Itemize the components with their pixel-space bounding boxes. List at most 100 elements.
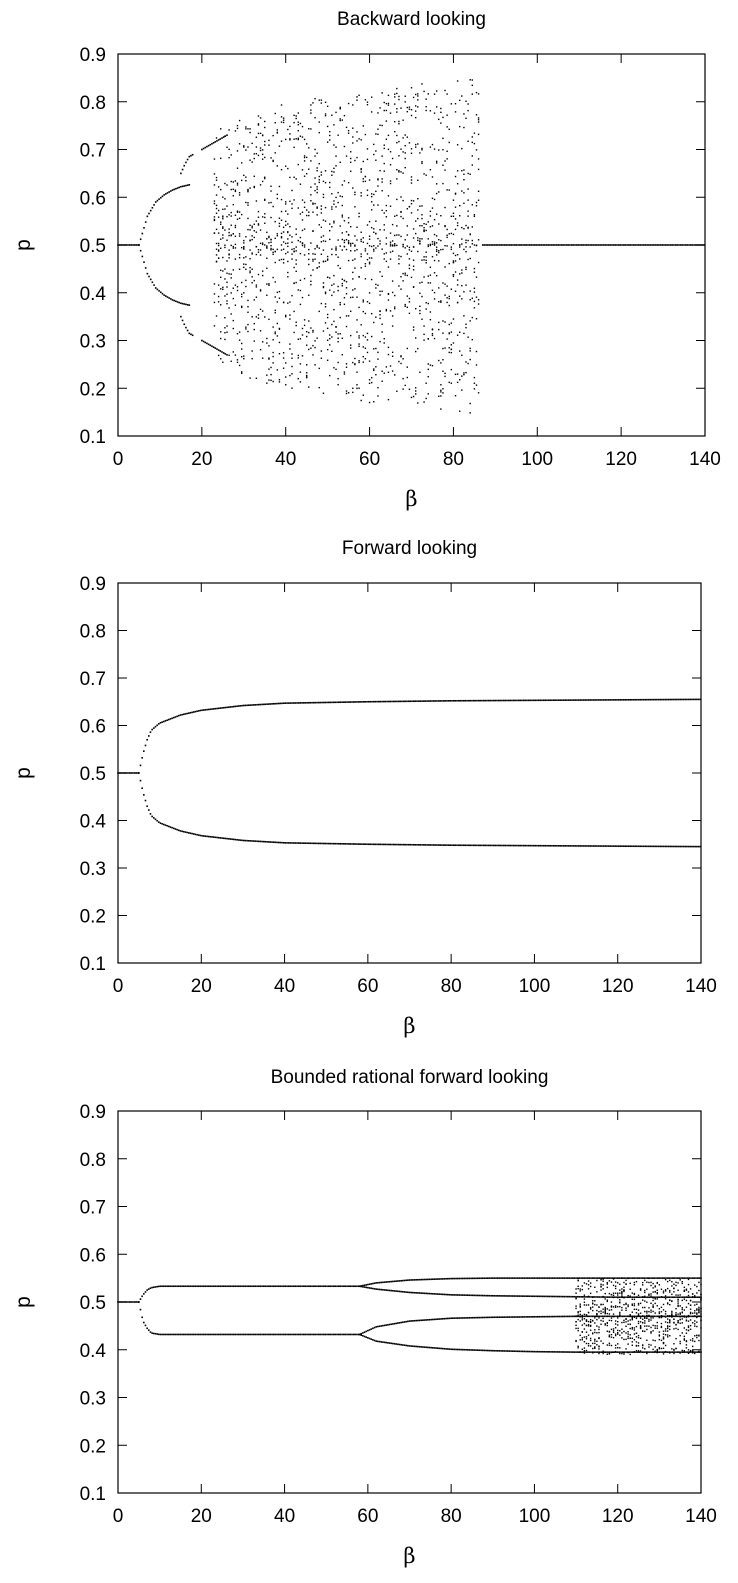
data-point bbox=[446, 338, 448, 340]
data-point bbox=[691, 1338, 694, 1340]
data-point bbox=[324, 114, 327, 117]
data-point bbox=[329, 289, 331, 291]
data-point bbox=[644, 845, 646, 848]
data-point bbox=[217, 186, 220, 188]
data-point bbox=[427, 1278, 429, 1281]
data-point bbox=[425, 109, 427, 112]
data-point bbox=[276, 129, 279, 131]
data-point bbox=[459, 350, 461, 352]
data-point bbox=[421, 149, 423, 151]
data-point bbox=[292, 702, 295, 704]
data-point bbox=[575, 1340, 577, 1343]
data-point bbox=[432, 700, 435, 702]
data-point bbox=[446, 228, 448, 231]
data-point bbox=[627, 1304, 629, 1306]
data-point bbox=[658, 244, 660, 246]
data-point bbox=[631, 1277, 634, 1279]
data-point bbox=[365, 1286, 367, 1289]
data-point bbox=[207, 835, 210, 838]
data-point bbox=[220, 269, 222, 271]
data-point bbox=[387, 398, 390, 401]
data-point bbox=[236, 124, 239, 127]
data-point bbox=[600, 1340, 602, 1342]
data-point bbox=[624, 699, 627, 701]
data-point bbox=[375, 150, 377, 152]
data-point bbox=[506, 1277, 509, 1279]
data-point bbox=[633, 1316, 636, 1318]
data-point bbox=[625, 1277, 627, 1279]
data-point bbox=[689, 1324, 692, 1327]
data-point bbox=[395, 1343, 397, 1345]
data-point bbox=[240, 372, 243, 374]
data-point bbox=[194, 1285, 197, 1288]
data-point bbox=[347, 392, 350, 394]
data-point bbox=[627, 1305, 629, 1308]
data-point bbox=[586, 1351, 589, 1353]
data-point bbox=[396, 134, 398, 137]
data-point bbox=[639, 1302, 642, 1305]
data-point bbox=[357, 843, 360, 845]
data-point bbox=[214, 707, 217, 710]
data-point bbox=[617, 1315, 619, 1318]
data-point bbox=[322, 330, 325, 332]
data-point bbox=[644, 244, 647, 246]
data-point bbox=[320, 212, 323, 214]
data-point bbox=[675, 1294, 677, 1296]
data-point bbox=[292, 1333, 295, 1336]
data-point bbox=[184, 1285, 187, 1288]
y-tick-label: 0.7 bbox=[80, 1198, 106, 1219]
data-point bbox=[688, 1351, 691, 1353]
data-point bbox=[438, 250, 440, 252]
data-point bbox=[577, 1287, 579, 1290]
data-point bbox=[398, 360, 400, 363]
data-point bbox=[643, 1277, 646, 1279]
data-point bbox=[669, 1315, 671, 1317]
data-point bbox=[587, 1295, 590, 1298]
data-point bbox=[187, 832, 190, 834]
data-point bbox=[214, 141, 217, 143]
data-point bbox=[670, 1315, 672, 1318]
data-point bbox=[592, 1333, 594, 1335]
data-point bbox=[285, 242, 287, 245]
x-tick-label: 120 bbox=[602, 976, 634, 997]
data-point bbox=[337, 383, 339, 386]
data-point bbox=[687, 1329, 690, 1332]
data-point bbox=[291, 189, 293, 192]
data-point bbox=[343, 297, 346, 299]
data-point bbox=[637, 698, 640, 701]
data-point bbox=[342, 1333, 345, 1336]
data-point bbox=[448, 1348, 451, 1350]
data-point bbox=[343, 145, 346, 148]
data-point bbox=[178, 186, 181, 189]
data-point bbox=[559, 699, 562, 701]
data-point bbox=[460, 1317, 462, 1319]
data-point bbox=[571, 1295, 574, 1298]
data-point bbox=[608, 1351, 611, 1353]
data-point bbox=[240, 306, 243, 309]
data-point bbox=[698, 1281, 700, 1284]
data-point bbox=[555, 1351, 557, 1353]
data-point bbox=[386, 700, 388, 703]
data-point bbox=[354, 258, 356, 260]
data-point bbox=[406, 253, 409, 255]
data-point bbox=[222, 217, 224, 220]
data-point bbox=[314, 189, 316, 192]
data-point bbox=[627, 244, 630, 246]
data-point bbox=[209, 708, 212, 711]
data-point bbox=[381, 190, 383, 192]
data-point bbox=[627, 1337, 629, 1340]
data-point bbox=[215, 194, 218, 196]
data-point bbox=[583, 1347, 586, 1349]
data-point bbox=[494, 699, 497, 702]
data-point bbox=[585, 244, 588, 246]
data-point bbox=[465, 284, 467, 286]
data-point bbox=[257, 703, 260, 706]
data-point bbox=[125, 772, 128, 774]
data-point bbox=[289, 702, 292, 704]
data-point bbox=[612, 1330, 615, 1332]
data-point bbox=[541, 1277, 544, 1279]
data-point bbox=[633, 1315, 636, 1318]
data-point bbox=[350, 151, 352, 153]
data-point bbox=[570, 1295, 572, 1298]
data-point bbox=[623, 1338, 625, 1341]
